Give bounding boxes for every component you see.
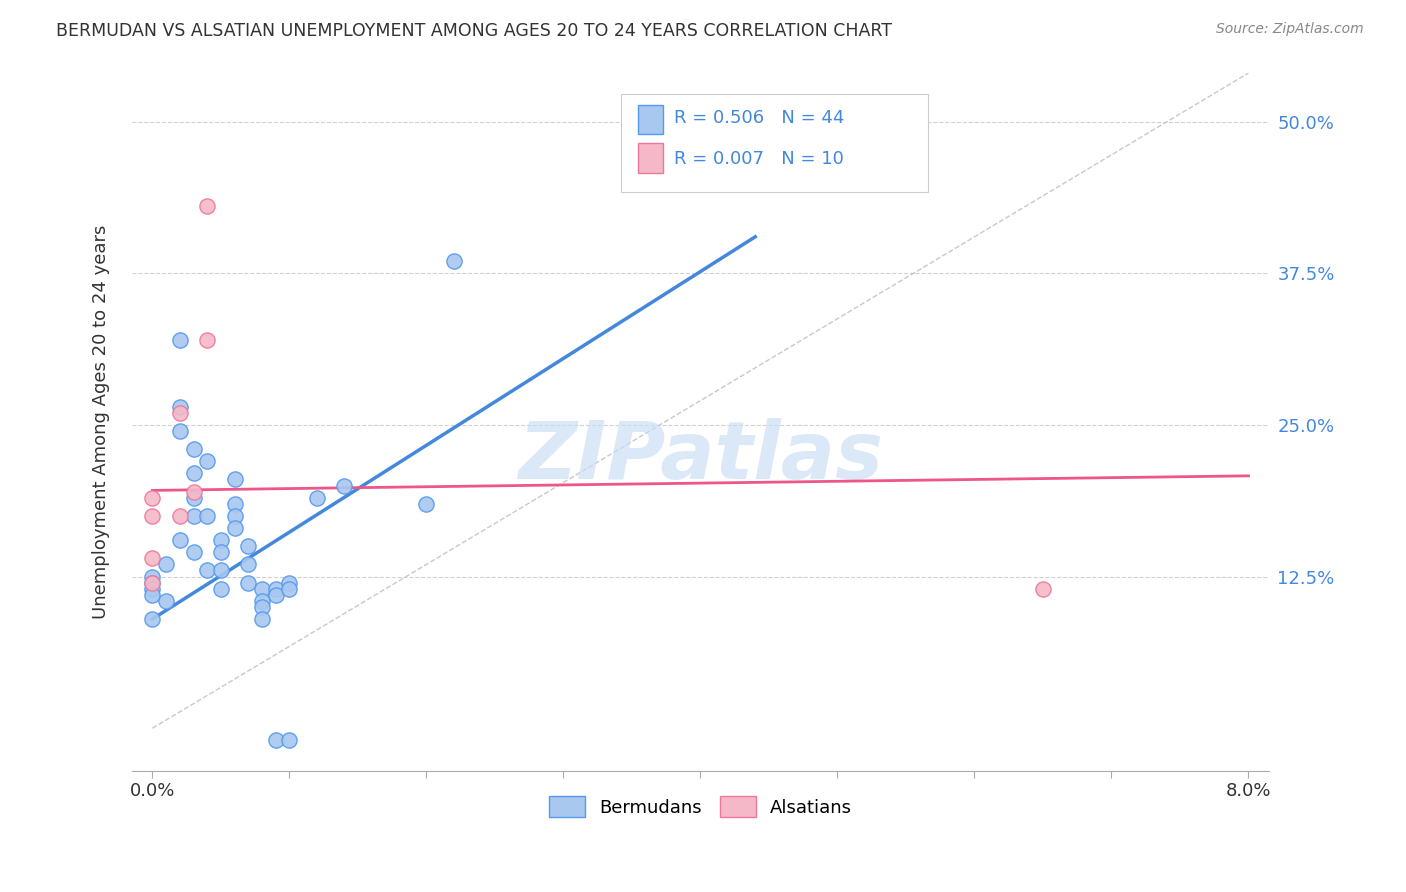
Point	[141, 575, 163, 590]
Point	[209, 533, 232, 548]
Point	[250, 582, 273, 596]
Point	[415, 497, 437, 511]
Point	[224, 497, 246, 511]
Legend: Bermudans, Alsatians: Bermudans, Alsatians	[541, 789, 859, 824]
Point	[333, 478, 356, 492]
Point	[250, 612, 273, 626]
Point	[224, 521, 246, 535]
Point	[155, 558, 177, 572]
Point	[264, 588, 287, 602]
Point	[141, 612, 163, 626]
Point	[183, 508, 205, 523]
Point	[183, 491, 205, 505]
Point	[278, 733, 301, 747]
Point	[155, 594, 177, 608]
Point	[183, 484, 205, 499]
Point	[305, 491, 328, 505]
Point	[195, 508, 218, 523]
Text: Source: ZipAtlas.com: Source: ZipAtlas.com	[1216, 22, 1364, 37]
Point	[278, 582, 301, 596]
Y-axis label: Unemployment Among Ages 20 to 24 years: Unemployment Among Ages 20 to 24 years	[93, 225, 110, 619]
Point	[183, 467, 205, 481]
Point	[141, 508, 163, 523]
Point	[141, 588, 163, 602]
FancyBboxPatch shape	[638, 144, 662, 173]
Point	[195, 454, 218, 468]
Point	[195, 333, 218, 347]
Point	[209, 582, 232, 596]
Point	[209, 545, 232, 559]
Point	[141, 551, 163, 566]
Point	[264, 582, 287, 596]
Point	[224, 508, 246, 523]
Point	[169, 400, 191, 414]
Point	[238, 575, 260, 590]
FancyBboxPatch shape	[638, 105, 662, 135]
Point	[264, 733, 287, 747]
Text: BERMUDAN VS ALSATIAN UNEMPLOYMENT AMONG AGES 20 TO 24 YEARS CORRELATION CHART: BERMUDAN VS ALSATIAN UNEMPLOYMENT AMONG …	[56, 22, 893, 40]
Point	[1032, 582, 1054, 596]
Point	[169, 406, 191, 420]
Point	[209, 564, 232, 578]
Point	[238, 539, 260, 553]
Text: ZIPatlas: ZIPatlas	[517, 417, 883, 496]
Point	[224, 473, 246, 487]
Point	[238, 558, 260, 572]
Point	[183, 442, 205, 457]
Point	[141, 491, 163, 505]
Point	[169, 424, 191, 438]
Point	[141, 582, 163, 596]
Point	[250, 599, 273, 614]
Point	[141, 575, 163, 590]
Point	[195, 199, 218, 213]
Point	[278, 575, 301, 590]
Point	[169, 533, 191, 548]
Point	[141, 569, 163, 583]
Text: R = 0.506   N = 44: R = 0.506 N = 44	[675, 110, 845, 128]
Point	[250, 594, 273, 608]
Point	[169, 333, 191, 347]
Point	[195, 564, 218, 578]
Point	[169, 508, 191, 523]
Text: R = 0.007   N = 10: R = 0.007 N = 10	[675, 150, 844, 168]
FancyBboxPatch shape	[621, 94, 928, 192]
Point	[443, 254, 465, 268]
Point	[183, 545, 205, 559]
